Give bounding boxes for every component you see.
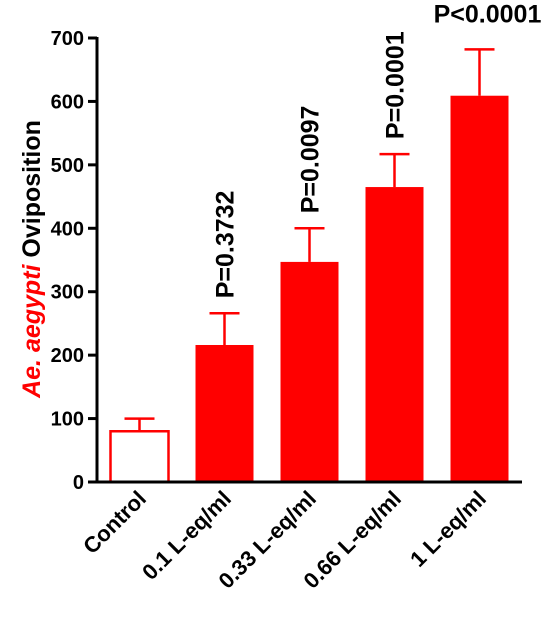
p-value-label: P=0.0097 [297, 106, 325, 214]
y-axis-label-italic: Ae. aegypti [18, 263, 46, 398]
y-tick-label: 200 [51, 345, 84, 367]
y-tick-label: 400 [51, 218, 84, 240]
y-axis-ticks: 0 100 200 300 400 500 600 700 [51, 28, 97, 494]
y-tick-label: 100 [51, 409, 84, 431]
x-category-label: 1 L-eq/ml [405, 486, 491, 572]
bar [280, 261, 339, 482]
bar [450, 95, 509, 482]
bar [195, 344, 254, 482]
y-tick-label: 300 [51, 282, 84, 304]
p-value-label: P=0.0001 [382, 31, 410, 139]
p-value-label: P<0.0001 [434, 0, 542, 28]
x-category-label: Control [78, 486, 151, 559]
p-value-annotations: P=0.3732 P=0.0097 P=0.0001 P<0.0001 [212, 0, 542, 298]
y-tick-label: 500 [51, 155, 84, 177]
y-axis-label-rest: Oviposition [18, 120, 46, 264]
y-tick-label: 0 [73, 472, 84, 494]
bar [365, 187, 424, 483]
y-axis-label: Ae. aegypti Oviposition [18, 120, 46, 399]
y-tick-label: 700 [51, 28, 84, 50]
y-tick-label: 600 [51, 91, 84, 113]
bars [109, 95, 509, 484]
p-value-label: P=0.3732 [212, 191, 240, 299]
error-bars [124, 48, 495, 432]
bar [109, 430, 170, 484]
